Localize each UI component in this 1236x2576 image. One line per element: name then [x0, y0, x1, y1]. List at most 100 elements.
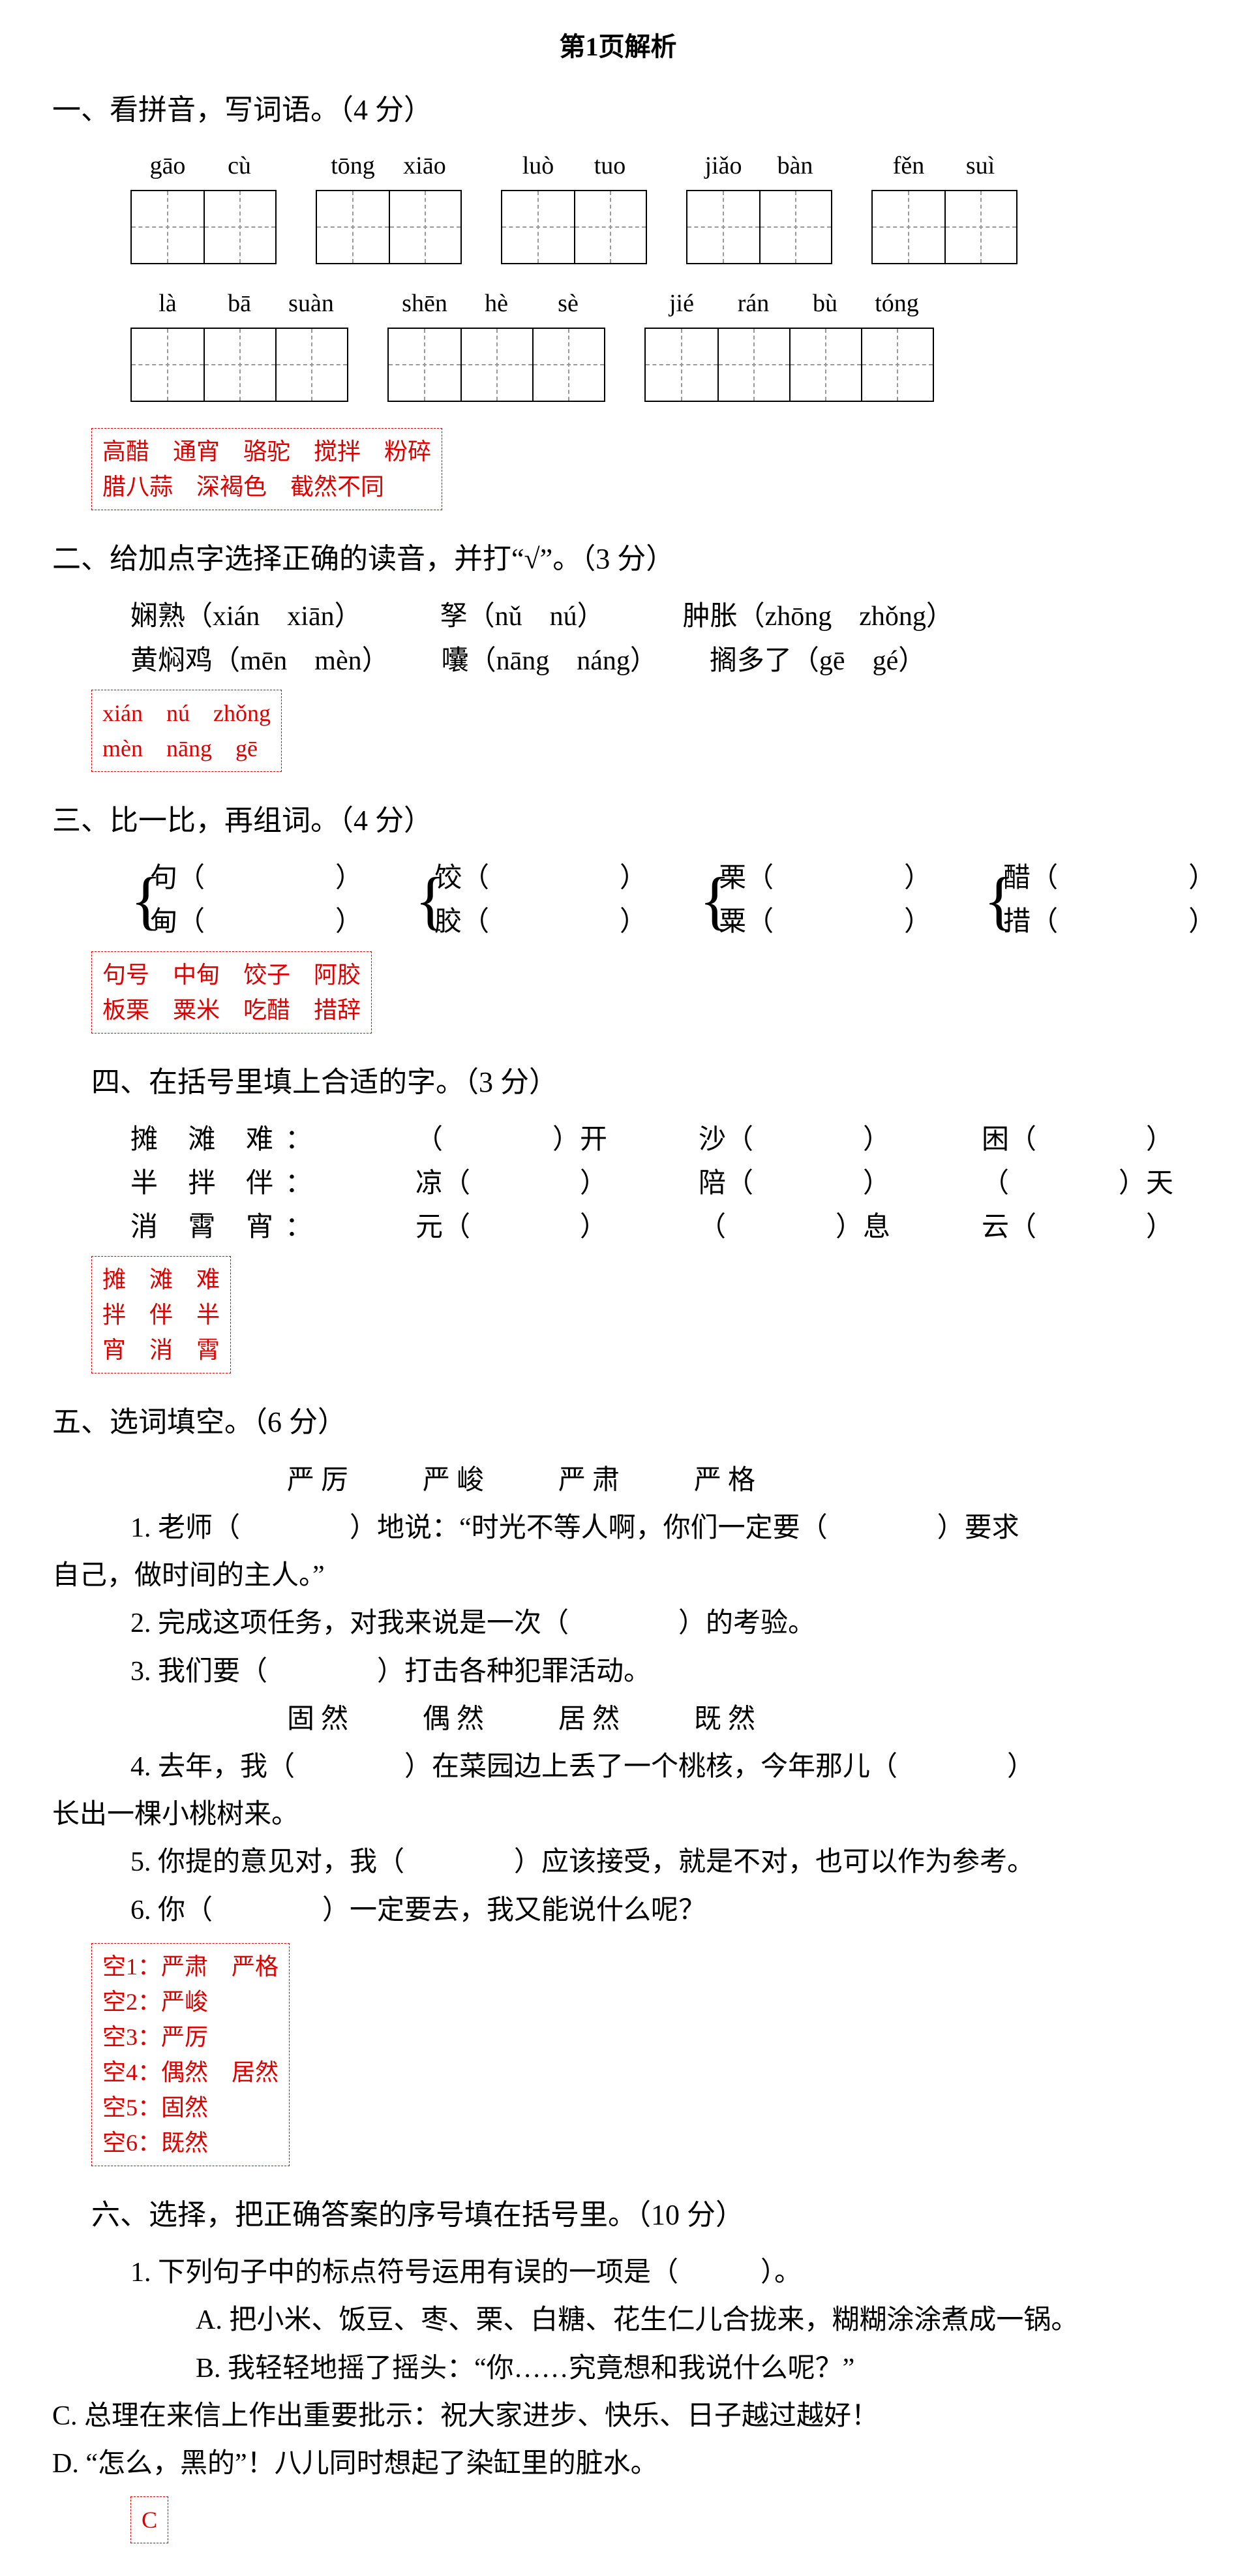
answer-line: 高醋 通宵 骆驼 搅拌 粉碎 [102, 434, 431, 469]
s1-r2-g2: shēnhèsè [387, 284, 605, 402]
s1-row2: làbāsuàn shēnhèsè jiéránbùtóng [130, 284, 1184, 402]
grid-cell [532, 329, 604, 401]
brace-icon: { [984, 857, 1015, 944]
s2-item: 娴熟（xián xiān） [130, 595, 362, 639]
answer-line: 空6：既然 [102, 2125, 279, 2160]
pinyin: suàn [275, 284, 347, 324]
page-header: 第1页解析 [52, 26, 1184, 68]
s2-title: 二、给加点字选择正确的读音，并打“√”。（3 分） [52, 536, 1184, 582]
s2-item: 囔（nāng náng） [442, 639, 657, 683]
s1-title: 一、看拼音，写词语。（4 分） [52, 87, 1184, 133]
s5-title: 五、选词填空。（6 分） [52, 1400, 1184, 1445]
s5-q3: 3. 我们要（ ）打击各种犯罪活动。 [130, 1650, 1184, 1694]
s4-chars: 摊 滩 难： [130, 1118, 324, 1162]
s2-answer: xián nú zhǒng mèn nāng gē [91, 690, 282, 772]
s5-answer: 空1：严肃 严格 空2：严峻 空3：严厉 空4：偶然 居然 空5：固然 空6：既… [91, 1943, 290, 2166]
s5-q4b: 长出一棵小桃树来。 [52, 1793, 1184, 1837]
pinyin: tuo [574, 146, 646, 186]
answer-line: 空5：固然 [102, 2090, 279, 2125]
brace-icon: { [415, 857, 446, 944]
pinyin: là [132, 284, 203, 324]
answer-line: 摊 滩 难 [102, 1262, 220, 1297]
grid-cell [861, 329, 933, 401]
s4-item: 困（ ） [982, 1118, 1173, 1162]
answer-line: 空1：严肃 严格 [102, 1949, 279, 1984]
answer-line: xián nú zhǒng [102, 696, 271, 731]
s5-q4a: 4. 去年，我（ ）在菜园边上丢了一个桃核，今年那儿（ ） [130, 1745, 1184, 1789]
s5-q1a: 1. 老师（ ）地说：“时光不等人啊，你们一定要（ ）要求 [130, 1507, 1184, 1550]
s4-item: 凉（ ） [415, 1162, 607, 1206]
answer-line: 空2：严峻 [102, 1984, 279, 2019]
pinyin: gāo [132, 146, 203, 186]
pinyin: bā [203, 284, 275, 324]
s1-row1: gāocù tōngxiāo luòtuo jiǎobàn fěnsuì [130, 146, 1184, 264]
s3-pair: { 栗（） 粟（） [699, 857, 931, 944]
s2-item: 肿胀（zhōng zhǒng） [683, 595, 954, 639]
s3-pairs: { 句（） 甸（） { 饺（） 胶（） { 栗（） 粟（） { 醋（） 措（） [130, 857, 1184, 944]
s4-item: 沙（ ） [699, 1118, 890, 1162]
answer-line: 拌 伴 半 [102, 1297, 220, 1332]
pinyin: bù [789, 284, 861, 324]
answer-line: 腊八蒜 深褐色 截然不同 [102, 469, 431, 504]
s2-item: 搁多了（gē gé） [710, 639, 926, 683]
s1-r1-g5: fěnsuì [871, 146, 1017, 264]
pinyin: shēn [389, 284, 460, 324]
pinyin: luò [502, 146, 574, 186]
s5-optsA: 严厉 严峻 严肃 严格 [287, 1459, 1184, 1503]
grid-cell [203, 191, 275, 263]
grid-cell [687, 191, 759, 263]
s3-pair: { 醋（） 措（） [984, 857, 1216, 944]
answer-line: C [142, 2502, 157, 2538]
s5-q6: 6. 你（ ）一定要去，我又能说什么呢？ [130, 1889, 1184, 1933]
s4-item: （ ）息 [699, 1206, 890, 1250]
s6-q1: 1. 下列句子中的标点符号运用有误的一项是（ ）。 [130, 2251, 1184, 2295]
answer-line: 空3：严厉 [102, 2019, 279, 2055]
pinyin: xiāo [389, 146, 460, 186]
s2-item: 黄焖鸡（mēn mèn） [130, 639, 389, 683]
s6-q1A: A. 把小米、饭豆、枣、栗、白糖、花生仁儿合拢来，糊糊涂涂煮成一锅。 [196, 2299, 1184, 2342]
brace-icon: { [699, 857, 731, 944]
grid-cell [389, 329, 460, 401]
s1-r1-g1: gāocù [130, 146, 277, 264]
s6-answer: C [130, 2496, 168, 2543]
grid-cell [789, 329, 861, 401]
s4-item: 元（ ） [415, 1206, 607, 1250]
s4-item: （ ）开 [415, 1118, 607, 1162]
s3-pair: { 饺（） 胶（） [415, 857, 647, 944]
grid-cell [502, 191, 574, 263]
answer-line: mèn nāng gē [102, 731, 271, 766]
answer-line: 句号 中甸 饺子 阿胶 [102, 957, 361, 992]
pinyin: jiǎo [687, 146, 759, 186]
s1-r2-g1: làbāsuàn [130, 284, 348, 402]
grid-cell [132, 329, 203, 401]
s5-optsB: 固然 偶然 居然 既然 [287, 1698, 1184, 1741]
grid-cell [759, 191, 831, 263]
s4-item: （ ）天 [982, 1162, 1173, 1206]
grid-cell [944, 191, 1016, 263]
grid-cell [132, 191, 203, 263]
grid-cell [389, 191, 460, 263]
s4-answer: 摊 滩 难 拌 伴 半 宵 消 霄 [91, 1256, 231, 1373]
grid-cell [317, 191, 389, 263]
s3-pair: { 句（） 甸（） [130, 857, 363, 944]
grid-cell [275, 329, 347, 401]
s1-r1-g2: tōngxiāo [316, 146, 462, 264]
grid-cell [717, 329, 789, 401]
s4-chars: 半 拌 伴： [130, 1162, 324, 1206]
s1-r2-g3: jiéránbùtóng [644, 284, 934, 402]
s1-answer: 高醋 通宵 骆驼 搅拌 粉碎 腊八蒜 深褐色 截然不同 [91, 428, 442, 510]
grid-cell [460, 329, 532, 401]
s6-q1D: D. “怎么，黑的”！八儿同时想起了染缸里的脏水。 [52, 2442, 1184, 2486]
pinyin: sè [532, 284, 604, 324]
brace-icon: { [130, 857, 162, 944]
pinyin: tóng [861, 284, 933, 324]
pinyin: suì [944, 146, 1016, 186]
s6-q1C: C. 总理在来信上作出重要批示：祝大家进步、快乐、日子越过越好！ [52, 2395, 1184, 2438]
grid-cell [574, 191, 646, 263]
s6-title: 六、选择，把正确答案的序号填在括号里。（10 分） [91, 2192, 1184, 2238]
grid-cell [203, 329, 275, 401]
s5-q2: 2. 完成这项任务，对我来说是一次（ ）的考验。 [130, 1602, 1184, 1646]
answer-line: 宵 消 霄 [102, 1332, 220, 1368]
grid-cell [873, 191, 944, 263]
s3-answer: 句号 中甸 饺子 阿胶 板栗 粟米 吃醋 措辞 [91, 951, 372, 1034]
